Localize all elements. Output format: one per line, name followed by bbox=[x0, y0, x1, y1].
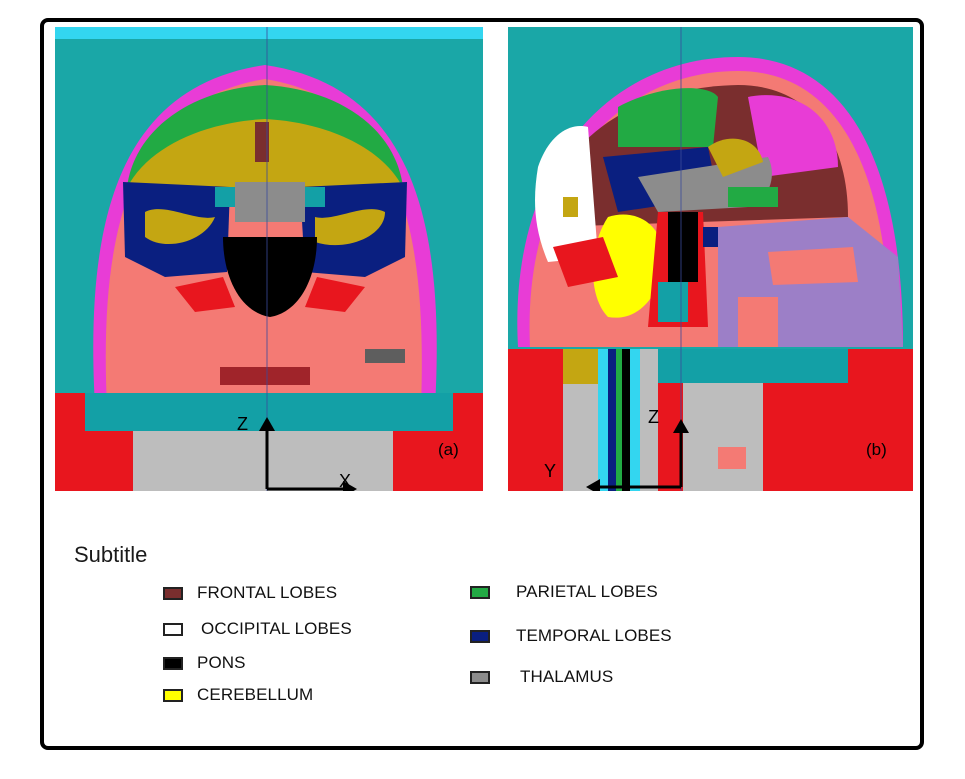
legend-item-pons: PONS bbox=[163, 653, 246, 673]
sagittal-z-axis-label: Z bbox=[648, 407, 659, 427]
legend-item-parietal: PARIETAL LOBES bbox=[470, 582, 658, 602]
legend-label: OCCIPITAL LOBES bbox=[201, 619, 352, 638]
legend-item-frontal: FRONTAL LOBES bbox=[163, 583, 337, 603]
legend-label: PARIETAL LOBES bbox=[516, 582, 658, 601]
coronal-slice-panel: Z X (a) bbox=[55, 27, 483, 491]
legend-title: Subtitle bbox=[74, 542, 148, 567]
coronal-z-axis-label: Z bbox=[237, 414, 248, 434]
legend-item-thalamus: THALAMUS bbox=[470, 667, 613, 687]
sagittal-panel-label: (b) bbox=[866, 440, 887, 459]
legend-label: TEMPORAL LOBES bbox=[516, 626, 672, 645]
legend-swatch-occipital bbox=[163, 622, 183, 636]
legend-swatch-cerebellum bbox=[163, 688, 183, 702]
legend-swatch-parietal bbox=[470, 585, 490, 599]
sagittal-slice-panel: Z Y (b) bbox=[508, 27, 913, 491]
legend-label: PONS bbox=[197, 653, 246, 672]
legend-swatch-pons bbox=[163, 656, 183, 670]
coronal-panel-label: (a) bbox=[438, 440, 459, 459]
legend-swatch-temporal bbox=[470, 629, 490, 643]
coronal-x-axis-label: X bbox=[339, 471, 351, 491]
legend-label: THALAMUS bbox=[520, 667, 614, 686]
legend-item-cerebellum: CEREBELLUM bbox=[163, 685, 313, 705]
sagittal-y-axis-label: Y bbox=[544, 461, 556, 481]
coronal-slice-image: Z X (a) bbox=[55, 27, 483, 491]
legend-swatch-frontal bbox=[163, 586, 183, 600]
legend-label: CEREBELLUM bbox=[197, 685, 314, 704]
legend-item-temporal: TEMPORAL LOBES bbox=[470, 626, 672, 646]
legend-label: FRONTAL LOBES bbox=[197, 583, 338, 602]
sagittal-slice-image: Z Y (b) bbox=[508, 27, 913, 491]
legend-swatch-thalamus bbox=[470, 670, 490, 684]
legend-item-occipital: OCCIPITAL LOBES bbox=[163, 619, 352, 639]
